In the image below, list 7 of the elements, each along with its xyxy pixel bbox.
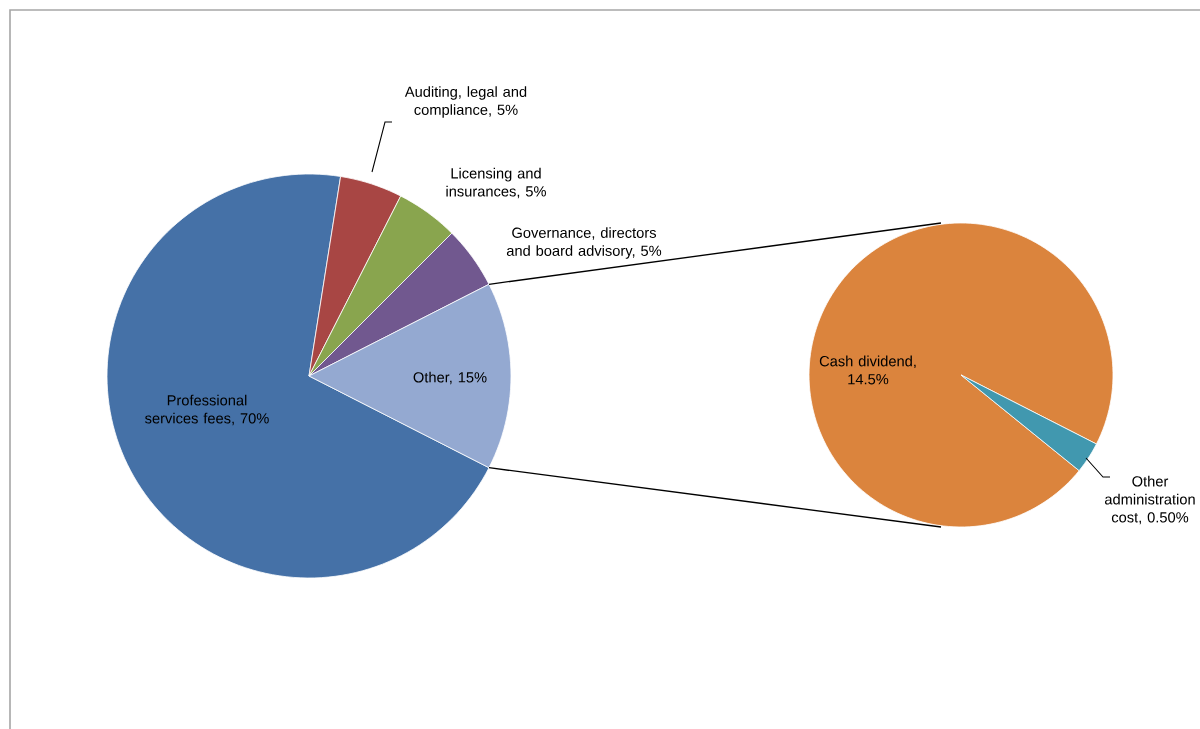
slice-label: Other administration cost, 0.50% <box>1104 475 1195 525</box>
slice-label: Cash dividend, 14.5% <box>819 355 916 385</box>
slice-label: Professional services fees, 70% <box>145 394 269 426</box>
slice-label: Other, 15% <box>413 371 487 385</box>
slice-label: Governance, directors and board advisory, 5% <box>506 227 662 259</box>
slice-label: Licensing and insurances, 5% <box>446 167 546 199</box>
slice-label: Auditing, legal and compliance, 5% <box>404 86 527 118</box>
